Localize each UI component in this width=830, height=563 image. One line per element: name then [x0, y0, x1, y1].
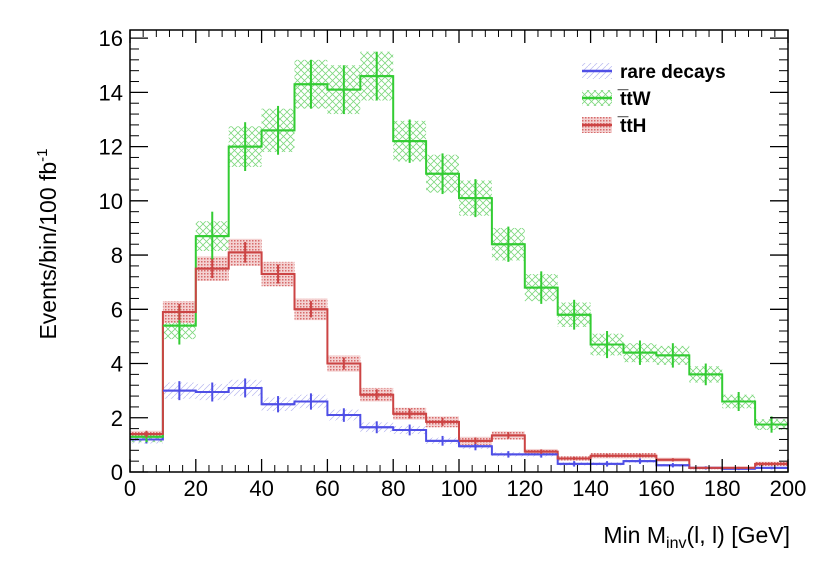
y-tick-label: 4: [111, 352, 123, 377]
y-tick-label: 12: [99, 135, 123, 160]
x-tick-label: 0: [124, 476, 136, 501]
y-tick-label: 8: [111, 243, 123, 268]
x-tick-label: 200: [770, 476, 807, 501]
x-axis-title: Min Minv(l, l) [GeV]: [603, 522, 790, 552]
x-tick-label: 40: [249, 476, 273, 501]
y-axis-title: Events/bin/100 fb-1: [34, 148, 61, 339]
y-tick-label: 2: [111, 406, 123, 431]
x-tick-label: 80: [381, 476, 405, 501]
x-tick-label: 180: [704, 476, 741, 501]
y-tick-label: 0: [111, 460, 123, 485]
y-tick-label: 6: [111, 297, 123, 322]
error-bars: [130, 51, 788, 471]
x-tick-label: 100: [441, 476, 478, 501]
t-tw-legend-label: t̅tW: [617, 89, 651, 110]
x-tick-label: 140: [572, 476, 609, 501]
y-tick-label: 10: [99, 189, 123, 214]
y-tick-label: 16: [99, 26, 123, 51]
x-tick-label: 20: [184, 476, 208, 501]
legend: rare decays t̅tW t̅tH: [582, 62, 726, 137]
x-tick-label: 120: [506, 476, 543, 501]
y-tick-label: 14: [99, 80, 123, 105]
rare-decays-legend-label: rare decays: [620, 62, 726, 83]
axes: 0 20 40 60 80 100 120 140 160 180 200 0 2 4 6 8 10 12 14 16: [99, 26, 807, 501]
t-th-legend-label: t̅tH: [617, 116, 646, 137]
x-tick-label: 160: [638, 476, 675, 501]
x-tick-label: 60: [315, 476, 339, 501]
